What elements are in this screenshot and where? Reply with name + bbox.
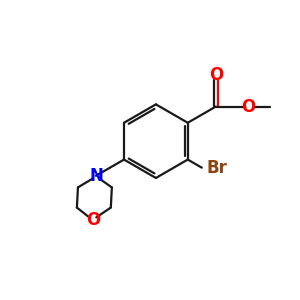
Text: Br: Br xyxy=(206,159,227,177)
Text: O: O xyxy=(241,98,255,116)
Text: N: N xyxy=(89,167,103,185)
Text: O: O xyxy=(209,66,223,84)
Text: O: O xyxy=(86,211,100,229)
